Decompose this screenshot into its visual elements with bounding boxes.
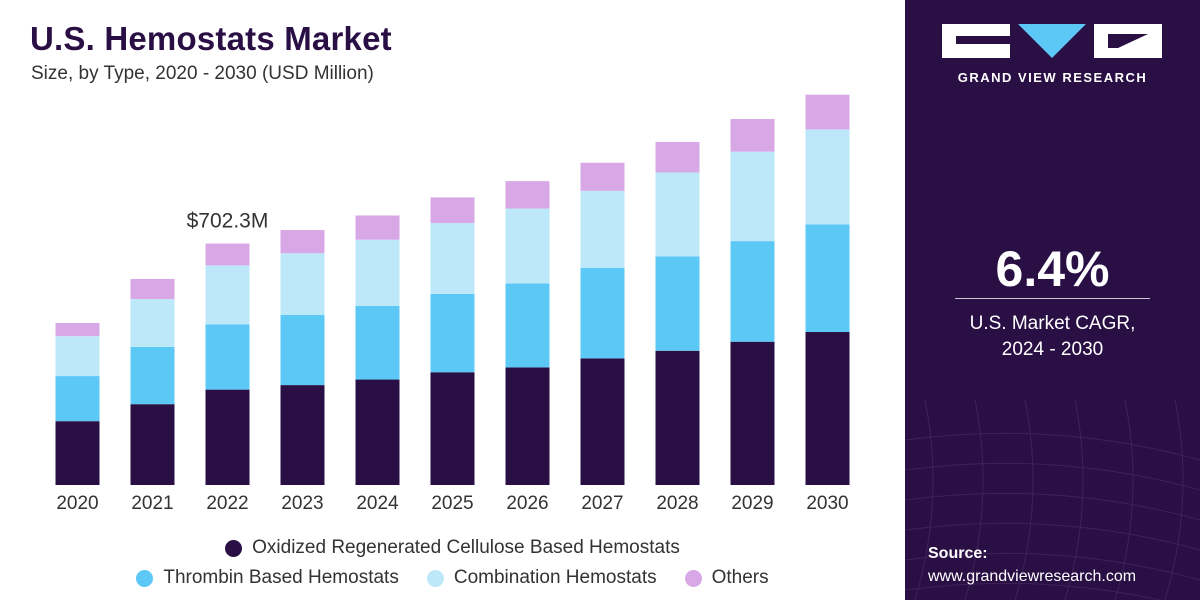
bar-segment-2023-combination-hemostats (280, 253, 325, 316)
bar-segment-2028-thrombin-based-hemostats (655, 256, 700, 351)
chart-subtitle: Size, by Type, 2020 - 2030 (USD Million) (31, 63, 374, 84)
bar-segment-2023-thrombin-based-hemostats (280, 315, 325, 386)
bar-segment-2030-thrombin-based-hemostats (805, 224, 850, 333)
chart-title: U.S. Hemostats Market (30, 20, 392, 57)
legend-row-2: Thrombin Based Hemostats Combination Hem… (0, 563, 905, 593)
x-tick-label-2028: 2028 (656, 493, 698, 514)
bar-segment-2026-others (505, 181, 550, 209)
legend-row-1: Oxidized Regenerated Cellulose Based Hem… (0, 533, 905, 563)
bar-segment-2027-oxidized-regenerated-cellulose-based-hemostats (580, 358, 625, 485)
bar-segment-2029-oxidized-regenerated-cellulose-based-hemostats (730, 341, 775, 485)
legend-item-oxidized-cellulose: Oxidized Regenerated Cellulose Based Hem… (225, 537, 680, 559)
bar-segment-2030-combination-hemostats (805, 129, 850, 225)
bar-segment-2022-combination-hemostats (205, 265, 250, 325)
bar-segment-2020-oxidized-regenerated-cellulose-based-hemostats (55, 421, 100, 485)
x-tick-label-2023: 2023 (281, 493, 323, 514)
x-tick-label-2024: 2024 (356, 493, 399, 514)
bar-segment-2026-thrombin-based-hemostats (505, 283, 550, 368)
legend-swatch-others (684, 569, 702, 587)
x-tick-label-2021: 2021 (131, 493, 173, 514)
source-url[interactable]: www.grandviewresearch.com (928, 568, 1137, 585)
cagr-divider (955, 298, 1150, 299)
x-tick-label-2022: 2022 (206, 493, 248, 514)
bar-segment-2029-combination-hemostats (730, 151, 775, 242)
bar-segment-2020-others (55, 322, 100, 337)
bar-segment-2027-others (580, 162, 625, 191)
legend-item-others: Others (684, 567, 769, 589)
legend-swatch-thrombin (136, 569, 154, 587)
x-tick-label-2020: 2020 (56, 493, 98, 514)
stacked-bar-chart: 2020 2021 2022 2023 2024 2025 2026 2027 2028 2029… (55, 94, 850, 514)
bar-segment-2030-oxidized-regenerated-cellulose-based-hemostats (805, 332, 850, 485)
x-tick-label-2029: 2029 (731, 493, 773, 514)
gvr-logo-icon (942, 24, 1162, 58)
bar-segment-2030-others (805, 94, 850, 130)
bar-segment-2025-others (430, 197, 475, 224)
legend-label-oxidized-cellulose: Oxidized Regenerated Cellulose Based Hem… (252, 537, 680, 558)
cagr-value: 6.4% (995, 241, 1110, 297)
legend-item-thrombin: Thrombin Based Hemostats (136, 567, 399, 589)
legend-swatch-oxidized-cellulose (225, 539, 243, 557)
bar-segment-2021-thrombin-based-hemostats (130, 346, 175, 405)
bar-segment-2024-others (355, 215, 400, 240)
bar-segment-2022-others (205, 243, 250, 266)
bar-segment-2027-thrombin-based-hemostats (580, 267, 625, 359)
legend-swatch-combination (426, 569, 444, 587)
x-tick-label-2030: 2030 (806, 493, 848, 514)
bar-segment-2024-combination-hemostats (355, 239, 400, 306)
chart-panel: U.S. Hemostats Market Size, by Type, 202… (0, 20, 905, 593)
cagr-label: U.S. Market CAGR, 2024 - 2030 (905, 311, 1200, 363)
legend-label-others: Others (711, 567, 769, 588)
bar-segment-2028-oxidized-regenerated-cellulose-based-hemostats (655, 350, 700, 485)
bar-segment-2024-oxidized-regenerated-cellulose-based-hemostats (355, 379, 400, 485)
bar-segment-2023-oxidized-regenerated-cellulose-based-hemostats (280, 385, 325, 485)
x-tick-label-2025: 2025 (431, 493, 473, 514)
bar-segment-2024-thrombin-based-hemostats (355, 305, 400, 380)
source-title: Source: (928, 545, 988, 562)
x-tick-label-2026: 2026 (506, 493, 548, 514)
bar-segment-2021-oxidized-regenerated-cellulose-based-hemostats (130, 404, 175, 485)
bar-segment-2020-combination-hemostats (55, 336, 100, 377)
bar-segment-2025-combination-hemostats (430, 223, 475, 294)
legend-label-combination: Combination Hemostats (453, 567, 657, 588)
grid-background-decoration (905, 400, 1200, 600)
x-tick-label-2027: 2027 (581, 493, 623, 514)
bar-segment-2026-oxidized-regenerated-cellulose-based-hemostats (505, 367, 550, 485)
bar-segment-2029-others (730, 119, 775, 152)
chart-legend: Oxidized Regenerated Cellulose Based Hem… (0, 533, 905, 593)
info-sidebar: GRAND VIEW RESEARCH 6.4% U.S. Market CAG… (905, 0, 1200, 600)
bar-segment-2027-combination-hemostats (580, 190, 625, 268)
bar-segment-2020-thrombin-based-hemostats (55, 376, 100, 422)
bar-segment-2026-combination-hemostats (505, 208, 550, 284)
bar-segment-2021-combination-hemostats (130, 299, 175, 347)
bar-segment-2029-thrombin-based-hemostats (730, 241, 775, 342)
bar-segment-2023-others (280, 230, 325, 254)
bar-segment-2021-others (130, 278, 175, 300)
bar-segment-2028-others (655, 141, 700, 173)
cagr-label-line1: U.S. Market CAGR, (969, 313, 1136, 334)
cagr-label-line2: 2024 - 2030 (1001, 339, 1104, 360)
legend-label-thrombin: Thrombin Based Hemostats (163, 567, 399, 588)
bar-segment-2022-oxidized-regenerated-cellulose-based-hemostats (205, 389, 250, 485)
legend-item-combination: Combination Hemostats (426, 567, 657, 589)
bar-segment-2022-thrombin-based-hemostats (205, 324, 250, 390)
bar-segment-2025-oxidized-regenerated-cellulose-based-hemostats (430, 372, 475, 485)
bar-segment-2025-thrombin-based-hemostats (430, 293, 475, 373)
bar-segment-2028-combination-hemostats (655, 172, 700, 257)
data-label-2022: $702.3M (187, 210, 269, 233)
brand-name: GRAND VIEW RESEARCH (957, 70, 1148, 85)
